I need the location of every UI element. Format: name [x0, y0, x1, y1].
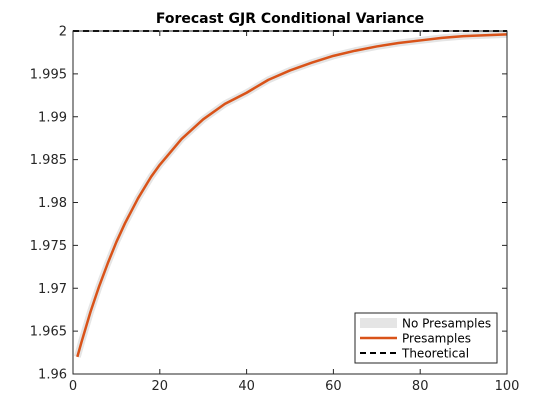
y-tick-label: 1.995 [30, 67, 67, 82]
x-axis-ticks: 0 20 40 60 80 100 [69, 31, 520, 394]
legend-label: Presamples [402, 332, 471, 346]
series-line-presamples [76, 33, 507, 358]
legend-entry-presamples: Presamples [360, 332, 471, 346]
y-tick-label: 1.985 [30, 153, 67, 168]
legend-label: No Presamples [402, 317, 491, 331]
chart-title: Forecast GJR Conditional Variance [156, 11, 424, 27]
legend-label: Theoretical [401, 347, 469, 361]
legend-entry-theoretical: Theoretical [360, 347, 469, 361]
x-tick-label: 20 [152, 379, 169, 394]
x-tick-label: 60 [325, 379, 342, 394]
y-tick-label: 1.975 [30, 239, 67, 254]
x-tick-label: 40 [238, 379, 255, 394]
y-axis-ticks: 1.96 1.965 1.97 1.975 1.98 1.985 1.99 1.995 2 [30, 25, 507, 383]
y-tick-label: 1.98 [38, 196, 67, 211]
y-tick-label: 1.965 [30, 325, 67, 340]
y-tick-label: 2 [59, 25, 67, 40]
x-tick-label: 80 [412, 379, 429, 394]
y-tick-label: 1.96 [38, 368, 67, 383]
x-tick-label: 0 [69, 379, 77, 394]
y-tick-label: 1.97 [38, 282, 67, 297]
y-tick-label: 1.99 [38, 110, 67, 125]
x-tick-label: 100 [495, 379, 520, 394]
legend-entry-no-presamples: No Presamples [360, 317, 491, 331]
